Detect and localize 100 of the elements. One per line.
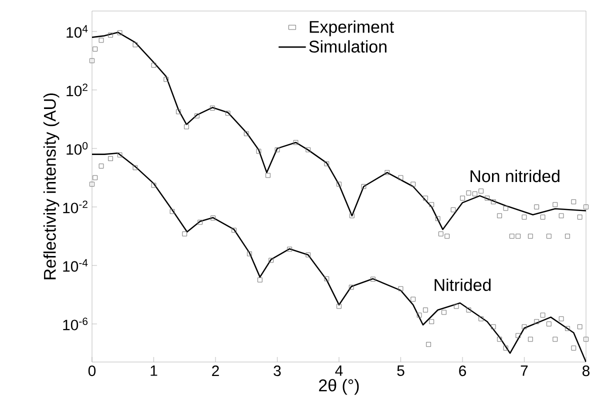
point xyxy=(558,316,564,322)
point xyxy=(503,206,508,211)
point xyxy=(184,124,189,130)
point xyxy=(398,175,404,180)
point xyxy=(472,191,478,196)
point xyxy=(565,326,570,331)
point xyxy=(108,156,113,162)
point xyxy=(426,342,431,347)
point xyxy=(398,286,404,292)
point xyxy=(164,76,169,82)
y-tick-label: 10$^{4}$ xyxy=(66,25,88,38)
point xyxy=(170,209,175,214)
point xyxy=(370,276,376,282)
point xyxy=(210,106,215,111)
point xyxy=(244,131,249,136)
point xyxy=(410,296,416,302)
point xyxy=(490,324,496,330)
point xyxy=(416,312,422,318)
point xyxy=(182,231,188,236)
point xyxy=(429,319,434,324)
point xyxy=(423,196,428,201)
point xyxy=(151,62,156,68)
point xyxy=(497,336,502,342)
point xyxy=(176,109,181,114)
point xyxy=(194,113,200,118)
point xyxy=(132,165,138,170)
point xyxy=(232,228,236,233)
point xyxy=(444,234,450,239)
annotation: Non nitrided xyxy=(470,170,560,182)
point xyxy=(384,170,390,175)
point xyxy=(478,316,484,322)
point xyxy=(540,214,546,220)
point xyxy=(478,188,484,194)
point xyxy=(198,220,203,225)
point xyxy=(528,234,533,239)
point xyxy=(90,182,94,187)
x-axis-title: 2θ (°) xyxy=(319,378,359,395)
point xyxy=(516,333,521,338)
point xyxy=(348,284,354,290)
point xyxy=(117,30,122,36)
point xyxy=(361,184,366,189)
point xyxy=(274,147,280,152)
point xyxy=(577,214,582,220)
point xyxy=(423,308,428,312)
point xyxy=(522,214,527,220)
point xyxy=(534,204,540,210)
y-tick-label: 10$^{-2}$ xyxy=(63,200,88,214)
point xyxy=(460,196,465,201)
point xyxy=(546,322,552,326)
legend-label: Simulation xyxy=(309,40,386,53)
point xyxy=(256,148,262,154)
x-tick-label: 1 xyxy=(150,366,158,376)
point xyxy=(565,234,570,239)
point xyxy=(571,199,576,204)
point xyxy=(558,213,564,218)
y-tick-label: 10$^{0}$ xyxy=(66,142,88,155)
point xyxy=(108,32,113,38)
point xyxy=(98,38,104,43)
point xyxy=(410,182,416,187)
point xyxy=(92,46,98,52)
x-tick-label: 7 xyxy=(520,366,528,376)
point xyxy=(293,140,298,145)
x-tick-label: 5 xyxy=(397,366,404,376)
point xyxy=(442,310,446,315)
point xyxy=(225,110,230,116)
point xyxy=(516,234,521,239)
point xyxy=(534,319,540,324)
point xyxy=(98,164,104,168)
point xyxy=(509,234,514,239)
point xyxy=(350,213,354,218)
point xyxy=(435,216,440,222)
x-tick-label: 2 xyxy=(212,366,219,376)
y-tick-label: 10$^{-4}$ xyxy=(63,259,88,272)
point xyxy=(266,172,270,178)
x-tick-label: 4 xyxy=(335,366,343,376)
point xyxy=(117,152,122,158)
point xyxy=(210,216,216,220)
point xyxy=(584,204,588,210)
annotation: Nitrided xyxy=(434,278,491,292)
point xyxy=(324,161,330,166)
point xyxy=(268,258,274,263)
point xyxy=(490,199,496,204)
point xyxy=(336,182,342,187)
point xyxy=(503,346,508,350)
point xyxy=(484,196,490,201)
point xyxy=(546,234,552,239)
y-axis-title: Reflectivity intensity (AU) xyxy=(43,93,60,280)
point xyxy=(90,58,94,64)
point xyxy=(540,312,546,318)
point xyxy=(450,207,456,212)
y-tick-label: 10$^{-6}$ xyxy=(63,318,88,330)
point xyxy=(258,277,262,282)
x-tick-label: 6 xyxy=(459,366,466,376)
legend-label: Experiment xyxy=(310,20,394,36)
point xyxy=(497,213,502,218)
point xyxy=(528,336,533,342)
point xyxy=(552,336,558,342)
point xyxy=(438,231,444,236)
point xyxy=(306,147,311,152)
point xyxy=(151,182,156,188)
